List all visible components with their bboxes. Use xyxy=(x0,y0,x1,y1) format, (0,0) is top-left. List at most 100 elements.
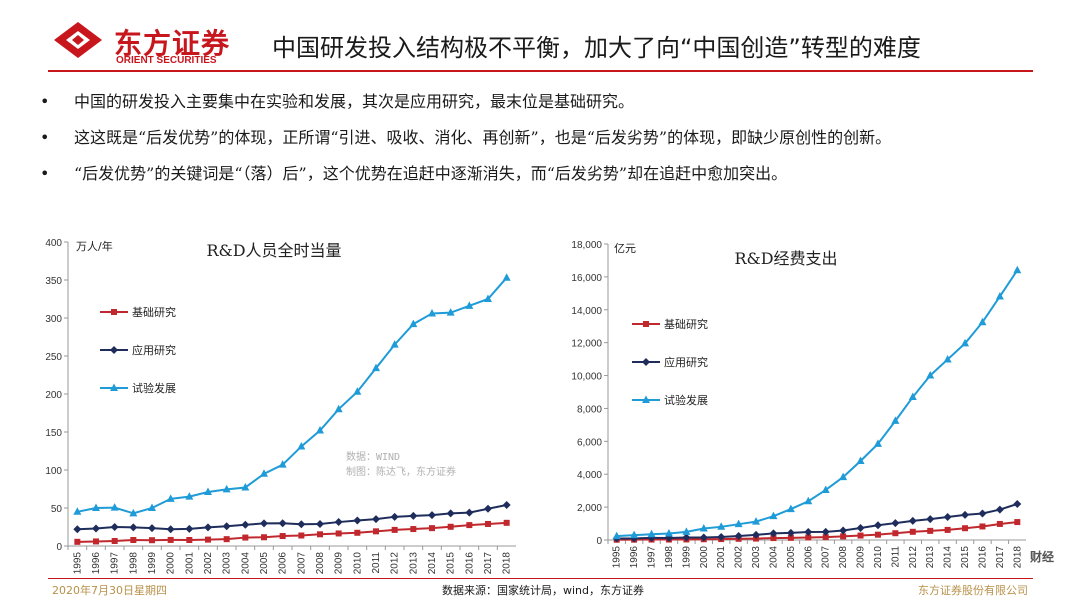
data-point-2 xyxy=(804,496,813,505)
y-tick-label: 16,000 xyxy=(571,273,602,284)
x-tick-label: 2010 xyxy=(873,546,884,569)
data-point-1 xyxy=(446,509,455,518)
data-point-1 xyxy=(769,529,778,538)
data-point-0 xyxy=(429,525,435,532)
x-tick-label: 2015 xyxy=(960,546,971,569)
x-tick-label: 2007 xyxy=(821,546,832,569)
x-tick-label: 2012 xyxy=(390,552,401,575)
legend-label: 试验发展 xyxy=(132,381,176,395)
data-point-1 xyxy=(908,516,917,525)
series-line-0 xyxy=(77,521,507,543)
data-point-1 xyxy=(92,524,100,533)
bullet-item: • “后发优势”的关键词是“（落）后”，这个优势在追赶中逐渐消失，而“后发劣势”却… xyxy=(32,156,1052,192)
x-tick-label: 2002 xyxy=(203,552,214,575)
rd-personnel-chart: 0 50 100 150 200 250 300 350 400 1995 1996 1997 1998… xyxy=(28,232,528,576)
bullet-text: 这这既是“后发优势”的体现，正所谓“引进、吸收、消化、再创新”，也是“后发劣势”… xyxy=(74,128,892,147)
chart-svg: 0 50 100 150 200 250 300 350 400 1995 1996 1997 1998… xyxy=(45,238,516,575)
data-point-1 xyxy=(241,520,250,529)
data-point-0 xyxy=(261,534,267,541)
data-point-2 xyxy=(856,456,865,465)
data-point-0 xyxy=(335,530,342,537)
data-point-2 xyxy=(353,387,362,395)
footer-company: 东方证券股份有限公司 xyxy=(918,584,1028,597)
y-tick-label: 0 xyxy=(596,536,602,547)
chart-svg: 0 2,000 4,000 6,000 8,000 10,000 12,000 14,000 1… xyxy=(571,240,1026,569)
data-point-0 xyxy=(892,530,899,537)
data-point-0 xyxy=(805,534,812,541)
data-point-2 xyxy=(428,308,436,317)
x-tick-label: 2012 xyxy=(908,546,919,569)
y-tick-label: 150 xyxy=(45,428,62,439)
data-point-1 xyxy=(995,505,1004,514)
data-point-1 xyxy=(786,528,795,537)
data-point-2 xyxy=(484,294,492,302)
x-tick-label: 1995 xyxy=(72,552,83,575)
y-tick-label: 8,000 xyxy=(577,404,602,415)
data-point-0 xyxy=(909,528,916,535)
data-point-0 xyxy=(927,527,934,534)
data-point-1 xyxy=(961,510,970,519)
x-tick-label: 2005 xyxy=(259,552,270,575)
data-point-0 xyxy=(840,533,847,540)
y-tick-label: 2,000 xyxy=(577,503,602,514)
data-point-1 xyxy=(873,521,882,530)
data-point-2 xyxy=(717,522,726,530)
x-tick-label: 2017 xyxy=(995,546,1006,569)
data-point-2 xyxy=(297,441,306,450)
x-tick-label: 1997 xyxy=(110,552,121,575)
data-point-1 xyxy=(821,527,830,536)
data-point-2 xyxy=(978,317,987,326)
data-point-2 xyxy=(334,404,343,413)
data-point-2 xyxy=(166,494,175,502)
data-point-0 xyxy=(503,519,510,526)
x-tick-label: 2006 xyxy=(803,546,814,569)
legend-marker xyxy=(110,383,118,391)
legend-label: 基础研究 xyxy=(664,317,708,331)
x-tick-label: 2001 xyxy=(184,552,195,575)
x-tick-label: 1997 xyxy=(647,546,658,569)
x-tick-label: 2011 xyxy=(371,552,382,574)
data-point-2 xyxy=(92,503,100,511)
data-point-0 xyxy=(111,537,118,544)
y-tick-label: 400 xyxy=(45,238,62,249)
data-point-0 xyxy=(979,523,986,530)
header-divider xyxy=(48,70,1033,72)
series-line-1 xyxy=(77,503,507,531)
data-point-0 xyxy=(242,534,249,541)
data-point-2 xyxy=(241,482,250,491)
data-point-2 xyxy=(821,485,830,493)
data-point-1 xyxy=(372,515,380,524)
rd-expenditure-chart: 0 2,000 4,000 6,000 8,000 10,000 12,000 14,000 1… xyxy=(540,232,1040,576)
data-point-1 xyxy=(129,523,138,532)
data-point-1 xyxy=(682,533,691,542)
data-point-2 xyxy=(612,531,621,540)
data-point-1 xyxy=(699,533,708,542)
data-point-1 xyxy=(943,513,952,522)
data-point-2 xyxy=(647,529,656,538)
y-axis-unit-label: 万人/年 xyxy=(76,239,113,253)
data-point-1 xyxy=(409,511,418,520)
data-point-2 xyxy=(908,392,917,401)
data-point-0 xyxy=(944,526,951,533)
y-tick-label: 12,000 xyxy=(571,339,602,350)
orient-logo-icon xyxy=(54,22,102,58)
x-tick-label: 2018 xyxy=(502,552,513,575)
y-tick-label: 18,000 xyxy=(571,240,602,251)
data-point-0 xyxy=(223,536,230,543)
data-point-0 xyxy=(770,535,777,542)
data-point-2 xyxy=(502,273,511,281)
data-point-1 xyxy=(717,532,726,541)
y-tick-label: 300 xyxy=(45,314,62,325)
data-point-2 xyxy=(630,530,639,539)
y-tick-label: 250 xyxy=(45,352,62,363)
data-point-0 xyxy=(186,536,193,543)
data-point-1 xyxy=(502,500,511,509)
footer-divider xyxy=(48,578,1033,579)
data-point-2 xyxy=(204,487,212,496)
x-tick-label: 2008 xyxy=(838,546,849,569)
bullet-list: • 中国的研发投入主要集中在实验和发展，其次是应用研究，最末位是基础研究。 • 这这… xyxy=(32,84,1052,192)
data-point-2 xyxy=(409,319,418,328)
data-point-2 xyxy=(1013,265,1022,274)
data-point-1 xyxy=(148,524,156,533)
data-point-2 xyxy=(873,439,882,447)
